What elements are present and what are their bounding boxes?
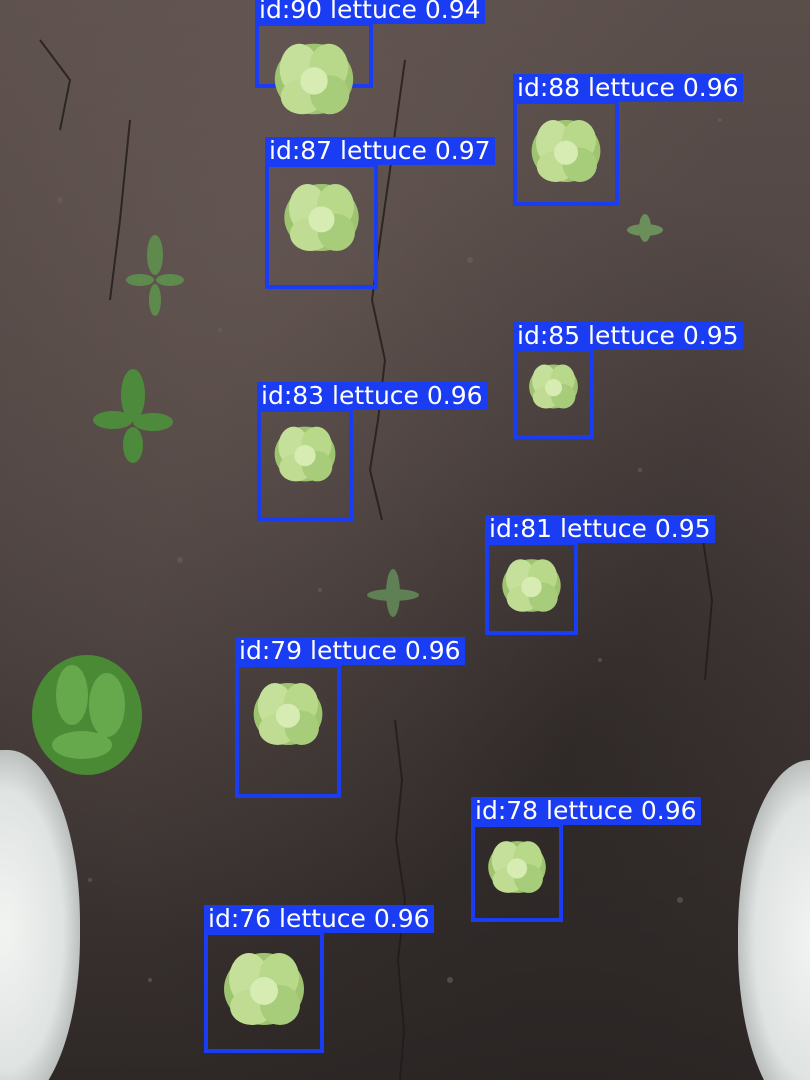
detection-label: id:81 lettuce 0.95 [485,515,715,543]
detection-id: id:90 [259,0,323,24]
detection-box: id:79 lettuce 0.96 [235,637,465,798]
lettuce-plant [284,184,359,251]
lettuce-plant [502,559,561,612]
detection-score: 0.95 [654,514,711,543]
detection-class: lettuce [560,514,647,543]
detection-box: id:87 lettuce 0.97 [265,137,495,289]
weed-sprout-4 [367,569,419,617]
weed-sprout-3 [627,214,663,242]
lettuce-plant [274,43,354,115]
detection-score: 0.96 [404,636,461,665]
lettuce-plant [488,841,546,893]
detection-class: lettuce [340,136,427,165]
detection-score: 0.97 [434,136,491,165]
detection-class: lettuce [588,321,675,350]
detection-box: id:85 lettuce 0.95 [513,322,743,439]
detection-box: id:78 lettuce 0.96 [471,797,701,922]
detection-id: id:83 [261,381,325,410]
detection-class: lettuce [332,381,419,410]
lettuce-plant [531,120,601,182]
detection-class: lettuce [546,796,633,825]
weed-sprout-1 [126,235,184,316]
detection-id: id:78 [475,796,539,825]
detection-label: id:87 lettuce 0.97 [265,137,495,165]
detection-class: lettuce [588,73,675,102]
detection-class: lettuce [330,0,417,24]
lettuce-plant [529,364,578,409]
detection-score: 0.94 [424,0,481,24]
detection-id: id:85 [517,321,581,350]
detection-label: id:90 lettuce 0.94 [255,0,485,24]
detection-box: id:90 lettuce 0.94 [255,0,485,115]
detection-class: lettuce [310,636,397,665]
lettuce-plant [253,683,323,745]
detection-box: id:83 lettuce 0.96 [257,382,487,521]
detection-label: id:78 lettuce 0.96 [471,797,701,825]
detection-label: id:83 lettuce 0.96 [257,382,487,410]
detection-box: id:81 lettuce 0.95 [485,515,715,635]
detection-id: id:81 [489,514,553,543]
detection-class: lettuce [279,904,366,933]
detection-id: id:87 [269,136,333,165]
lettuce-plant [274,426,336,482]
detection-label: id:76 lettuce 0.96 [204,905,434,933]
detection-score: 0.96 [373,904,430,933]
detection-box: id:88 lettuce 0.96 [513,74,743,206]
detection-score: 0.95 [682,321,739,350]
detection-score: 0.96 [426,381,483,410]
lettuce-plant [224,953,304,1025]
detection-label: id:88 lettuce 0.96 [513,74,743,102]
detection-box: id:76 lettuce 0.96 [204,905,434,1053]
detection-id: id:76 [208,904,272,933]
detection-id: id:79 [239,636,303,665]
weed-sprout-2 [93,369,173,463]
detection-id: id:88 [517,73,581,102]
detection-label: id:85 lettuce 0.95 [513,322,743,350]
detection-label: id:79 lettuce 0.96 [235,637,465,665]
weed-clump [32,655,142,775]
detection-score: 0.96 [640,796,697,825]
detection-score: 0.96 [682,73,739,102]
